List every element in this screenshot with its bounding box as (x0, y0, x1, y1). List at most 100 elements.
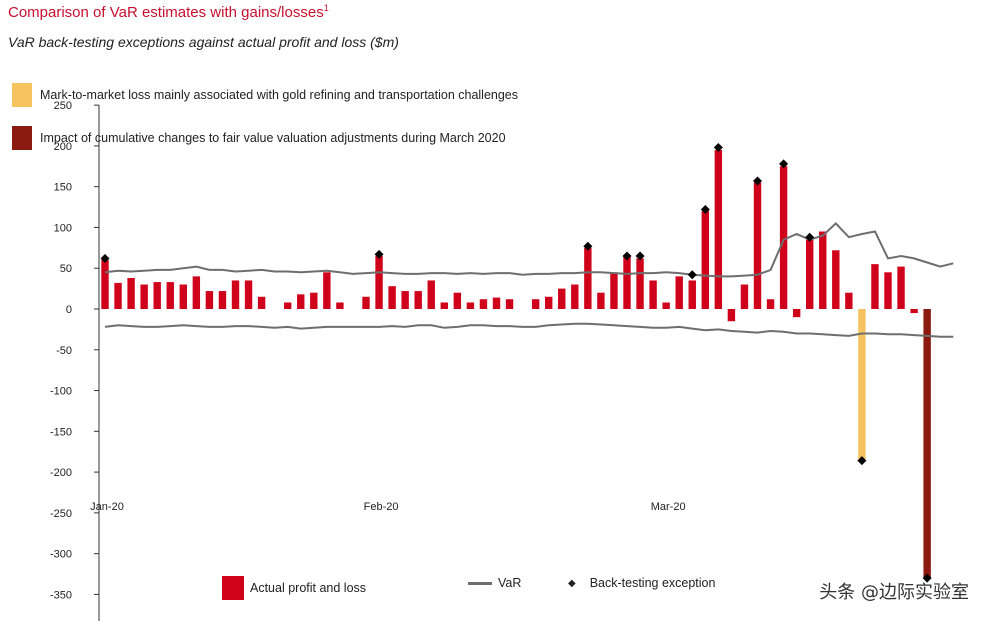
pl-bar (779, 166, 788, 309)
y-tick-label: -150 (50, 426, 72, 438)
exception-marker (635, 251, 645, 261)
watermark: 头条 @边际实验室 (819, 582, 969, 603)
pl-bar (297, 294, 305, 309)
pl-bar (205, 291, 214, 309)
y-tick-label: -100 (50, 386, 72, 398)
pl-bar (858, 309, 866, 460)
legend-var-label: VaR (498, 576, 522, 590)
y-tick-label: -50 (56, 345, 72, 357)
pl-bar (388, 286, 396, 309)
y-tick-label: 200 (54, 141, 72, 153)
var-lower-line (104, 322, 954, 338)
pl-bar (610, 272, 618, 309)
dark-red-swatch (12, 126, 32, 150)
pl-bar (845, 292, 853, 309)
pl-bar (923, 309, 931, 579)
pl-bar (218, 291, 227, 309)
pl-bar (140, 284, 148, 309)
pl-swatch (222, 576, 244, 600)
pl-bar (897, 266, 905, 309)
exception-marker (100, 253, 110, 263)
legend-pl: Actual profit and loss (222, 576, 366, 600)
pl-bar (571, 284, 579, 309)
pl-bar (284, 302, 292, 309)
pl-bar (766, 299, 775, 309)
pl-bar (910, 309, 918, 314)
pl-bar (792, 309, 801, 318)
legend-exception: ◆ Back-testing exception (568, 576, 715, 590)
pl-bar (662, 302, 670, 309)
valuation-adjustment-note-text: Impact of cumulative changes to fair val… (40, 131, 506, 145)
pl-bar (545, 296, 553, 309)
exception-marker (700, 205, 710, 215)
pl-bar (558, 288, 566, 309)
chart-subtitle: VaR back-testing exceptions against actu… (8, 34, 399, 50)
x-tick-label: Feb-20 (364, 501, 399, 513)
pl-bar (688, 280, 696, 309)
pl-bar (531, 299, 540, 309)
pl-bar (871, 264, 879, 309)
pl-bar (714, 149, 723, 309)
pl-bar (623, 255, 631, 309)
pl-bar (323, 272, 331, 309)
pl-bar (636, 258, 644, 309)
y-tick-label: -200 (50, 467, 72, 479)
title-footnote: 1 (323, 3, 329, 13)
y-tick-label: 250 (54, 100, 72, 112)
exception-marker (687, 270, 697, 280)
x-tick-label: Mar-20 (651, 501, 686, 513)
exception-marker (583, 241, 593, 251)
pl-bar (244, 280, 253, 309)
pl-bar (101, 260, 109, 309)
pl-bar (401, 291, 409, 309)
gold-swatch (12, 83, 32, 107)
pl-bar (753, 182, 762, 309)
pl-bar (701, 211, 709, 309)
gold-loss-note-text: Mark-to-market loss mainly associated wi… (40, 88, 519, 102)
exception-marker (779, 159, 789, 169)
pl-bar (257, 296, 266, 309)
pl-bar (427, 280, 435, 309)
pl-bar (740, 284, 749, 309)
var-line-swatch (468, 581, 492, 585)
y-tick-label: 150 (54, 182, 72, 194)
pl-bar (440, 302, 448, 309)
pl-bar (362, 296, 370, 309)
pl-bar (127, 278, 135, 309)
exception-marker (922, 573, 932, 583)
y-tick-label: 0 (66, 304, 72, 316)
pl-bar (597, 292, 605, 309)
pl-bar (649, 280, 657, 309)
pl-bar (192, 276, 201, 309)
exception-marker (805, 232, 815, 242)
x-tick-label: Jan-20 (90, 501, 124, 513)
gold-loss-note: Mark-to-market loss mainly associated wi… (12, 83, 518, 107)
exception-marker (713, 143, 723, 153)
y-tick-label: -250 (50, 508, 72, 520)
exception-marker (857, 456, 867, 466)
pl-bar (819, 231, 827, 309)
y-tick-label: 100 (54, 222, 72, 234)
pl-bar (153, 282, 161, 309)
exception-marker (374, 249, 384, 259)
exception-marker (753, 176, 762, 186)
legend-pl-label: Actual profit and loss (250, 581, 367, 595)
pl-bar (727, 309, 736, 322)
pl-bar (806, 239, 814, 309)
pl-bar (884, 272, 892, 309)
pl-bar (584, 247, 592, 309)
valuation-adjustment-note: Impact of cumulative changes to fair val… (12, 126, 506, 150)
y-tick-label: -350 (50, 589, 72, 601)
pl-bar (414, 291, 422, 309)
pl-bar (166, 282, 174, 309)
pl-bar (179, 284, 187, 309)
pl-bar (336, 302, 344, 309)
chart-title: Comparison of VaR estimates with gains/l… (8, 3, 329, 21)
y-tick-label: -300 (50, 549, 72, 561)
pl-bar (375, 255, 383, 309)
pl-bar (453, 292, 462, 309)
pl-bar (466, 302, 475, 309)
pl-bar (114, 282, 122, 309)
pl-bar (492, 297, 501, 309)
